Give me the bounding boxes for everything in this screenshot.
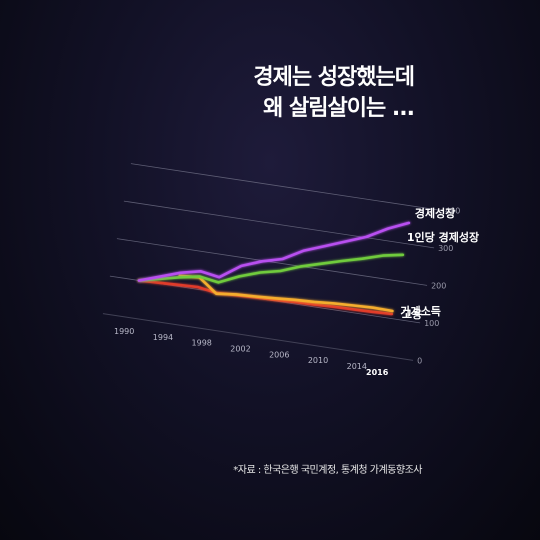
x-tick-label: 2016: [366, 368, 389, 377]
x-tick-label: 1990: [114, 327, 134, 336]
title-line-1: 경제는 성장했는데: [253, 65, 415, 90]
x-tick-label: 2002: [230, 345, 250, 354]
y-axis-ticks: 0 100 200 300 400: [417, 206, 460, 365]
page-title: 경제는 성장했는데 왜 살림살이는 ...: [253, 62, 415, 124]
x-tick-label: 2006: [269, 350, 289, 359]
series-label: 경제성장: [415, 206, 455, 220]
source-note: *자료 : 한국은행 국민계정, 통계청 가계동향조사: [233, 465, 422, 476]
title-line-2: 왜 살림살이는 ...: [263, 96, 415, 121]
y-tick-label: 0: [417, 356, 422, 365]
gridline-300: [123, 200, 435, 249]
series-line-2: [137, 253, 405, 284]
y-tick-label: 100: [424, 319, 439, 328]
x-tick-label: 2014: [347, 362, 367, 371]
y-tick-label: 300: [438, 244, 453, 253]
y-tick-label: 200: [431, 281, 446, 290]
y-tick-label: 400: [445, 206, 460, 215]
gridline-400: [130, 163, 442, 211]
x-tick-label: 1998: [192, 339, 212, 348]
series-label: 고용: [402, 308, 422, 321]
gridlines: [102, 163, 442, 361]
gridline-0: [102, 313, 414, 361]
series-label: 가계소득: [400, 304, 440, 318]
x-tick-label: 1994: [153, 333, 173, 342]
gridline-200: [116, 238, 428, 286]
series-label: 1인당 경제성장: [407, 230, 479, 244]
series-lines: [137, 221, 411, 316]
x-tick-label: 2010: [308, 356, 328, 365]
series-line-3: [178, 274, 394, 313]
series-line-1: [137, 221, 411, 282]
